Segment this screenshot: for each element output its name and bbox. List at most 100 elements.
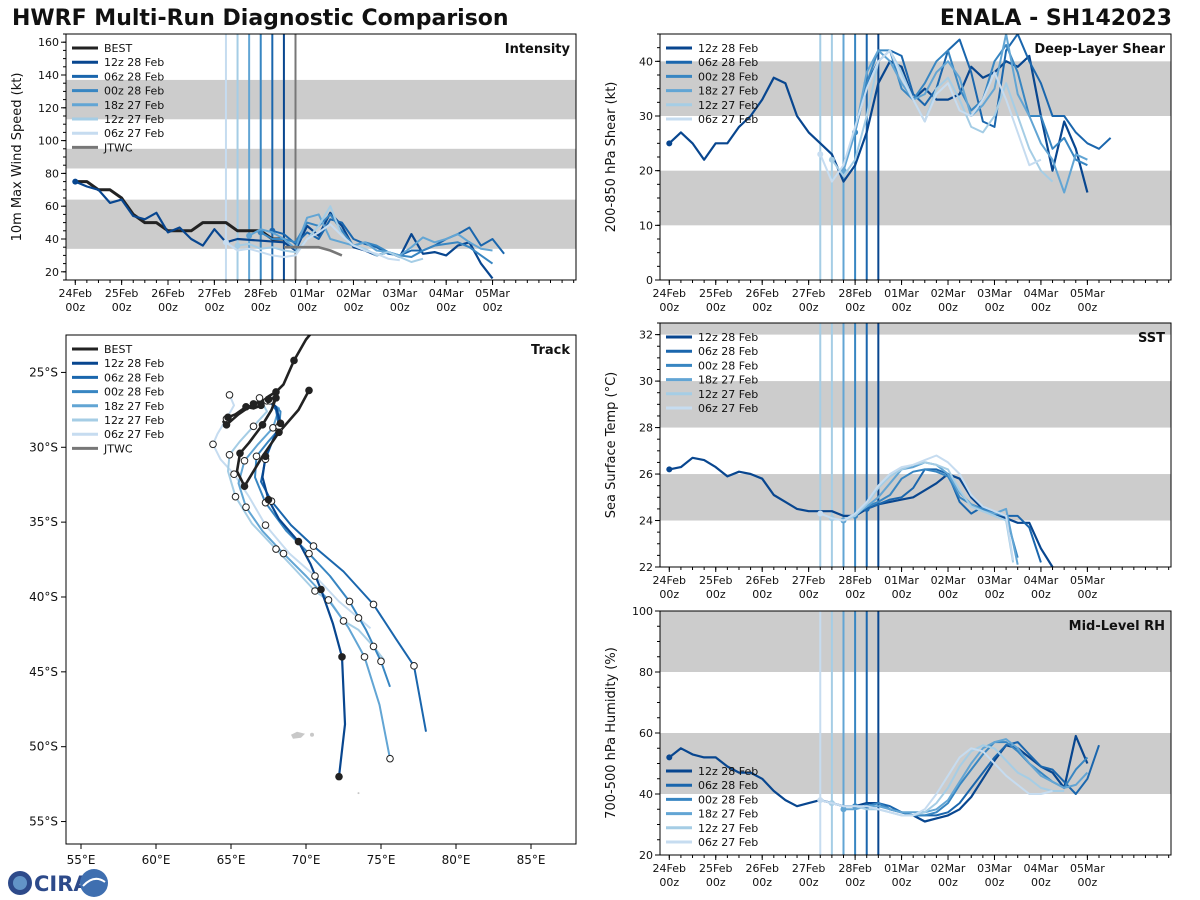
lon-tick-label: 60°E (142, 853, 171, 867)
figure-title: HWRF Multi-Run Diagnostic Comparison (12, 6, 509, 31)
series-start-marker (828, 156, 835, 163)
x-tick-label: 26Feb (745, 862, 778, 875)
track-position-marker (272, 394, 280, 402)
lon-tick-label: 85°E (517, 853, 546, 867)
track-position-marker (377, 657, 385, 666)
x-tick-label: 00z (752, 301, 772, 314)
x-tick-label: 00z (938, 588, 958, 601)
y-tick-label: 140 (38, 69, 59, 82)
panel-sst: 22242628303224Feb00z25Feb00z26Feb00z27Fe… (604, 322, 1172, 601)
track-position-marker (305, 549, 313, 558)
legend-label: 06z 28 Feb (698, 779, 758, 792)
x-tick-label: 01Mar (290, 287, 325, 300)
y-tick-label: 120 (38, 102, 59, 115)
x-tick-label: 00z (344, 301, 364, 314)
series-start-marker (666, 466, 673, 473)
y-tick-label: 24 (639, 515, 653, 528)
x-tick-label: 00z (112, 301, 132, 314)
legend-label: 06z 27 Feb (698, 836, 758, 849)
track-position-marker (242, 503, 250, 511)
plot-layer (666, 323, 1054, 567)
x-tick-label: 27Feb (792, 862, 825, 875)
legend-label: 06z 28 Feb (104, 70, 164, 83)
y-tick-label: 100 (632, 605, 653, 618)
series-start-marker (817, 510, 824, 517)
y-axis-label: 10m Max Wind Speed (kt) (10, 73, 25, 242)
x-tick-label: 05Mar (1070, 574, 1105, 587)
track-position-marker (242, 403, 250, 411)
legend-label: 12z 28 Feb (698, 331, 758, 344)
x-tick-label: 05Mar (475, 287, 510, 300)
lat-tick-label: 25°S (29, 365, 58, 379)
series-line-r06z27 (819, 49, 1042, 183)
lat-tick-label: 50°S (29, 740, 58, 754)
legend-label: 18z 27 Feb (104, 400, 164, 413)
series-start-marker (840, 167, 847, 174)
x-tick-label: 25Feb (699, 862, 732, 875)
track-position-marker (272, 545, 280, 553)
legend-label: 00z 28 Feb (698, 793, 758, 806)
series-start-marker (666, 140, 673, 147)
series-line-r12z28 (668, 54, 1089, 193)
x-tick-label: 03Mar (977, 862, 1012, 875)
track-position-marker (225, 450, 234, 459)
x-tick-label: 00z (752, 588, 772, 601)
x-tick-label: 00z (65, 301, 85, 314)
series-start-marker (246, 232, 253, 239)
legend-label: 06z 27 Feb (698, 402, 758, 415)
legend-label: 18z 27 Feb (698, 374, 758, 387)
track-line-r12z27 (227, 397, 385, 661)
legend-label: 18z 27 Feb (698, 85, 758, 98)
track-position-marker (310, 327, 317, 334)
track-position-marker (276, 419, 285, 428)
x-tick-label: 27Feb (792, 287, 825, 300)
x-tick-label: 00z (892, 588, 912, 601)
x-tick-label: 04Mar (1024, 287, 1059, 300)
legend-label: 12z 27 Feb (698, 822, 758, 835)
x-tick-label: 03Mar (382, 287, 417, 300)
track-position-marker (324, 596, 333, 604)
series-start-marker (234, 242, 241, 249)
threshold-band (660, 733, 1171, 794)
y-tick-label: 28 (639, 422, 653, 435)
threshold-band (660, 170, 1171, 226)
track-position-marker (345, 597, 354, 606)
x-tick-label: 00z (483, 301, 503, 314)
legend-label: 00z 28 Feb (698, 70, 758, 83)
x-tick-label: 00z (938, 876, 958, 889)
threshold-band (660, 61, 1171, 116)
x-tick-label: 04Mar (1024, 574, 1059, 587)
track-position-marker (224, 413, 232, 422)
x-tick-label: 24Feb (59, 287, 92, 300)
x-tick-label: 00z (845, 876, 865, 889)
track-position-marker (360, 653, 369, 661)
x-tick-label: 00z (1077, 301, 1097, 314)
y-tick-label: 30 (639, 110, 653, 123)
x-tick-label: 01Mar (884, 862, 919, 875)
legend-label: 12z 28 Feb (104, 56, 164, 69)
x-tick-label: 00z (659, 301, 679, 314)
series-line-JTWC (283, 245, 343, 257)
lat-tick-label: 55°S (29, 815, 58, 829)
x-tick-label: 28Feb (838, 862, 871, 875)
island-shape (357, 792, 360, 795)
x-tick-label: 24Feb (653, 862, 686, 875)
x-tick-label: 00z (297, 301, 317, 314)
x-tick-label: 01Mar (884, 287, 919, 300)
x-tick-label: 03Mar (977, 574, 1012, 587)
legend-label: 06z 27 Feb (104, 428, 164, 441)
track-position-marker (230, 470, 238, 479)
y-tick-label: 80 (45, 167, 59, 180)
storm-id: ENALA - SH142023 (939, 6, 1172, 31)
island-shape (310, 732, 314, 737)
series-line-r18z27 (248, 213, 493, 257)
series-line-r12z27 (831, 461, 1015, 563)
legend-label: 06z 28 Feb (698, 345, 758, 358)
plot-layer (666, 34, 1112, 280)
track-position-marker (290, 356, 298, 365)
threshold-band (660, 611, 1171, 672)
track-position-marker (261, 521, 270, 529)
track-position-marker (279, 549, 288, 558)
y-tick-label: 32 (639, 329, 653, 342)
